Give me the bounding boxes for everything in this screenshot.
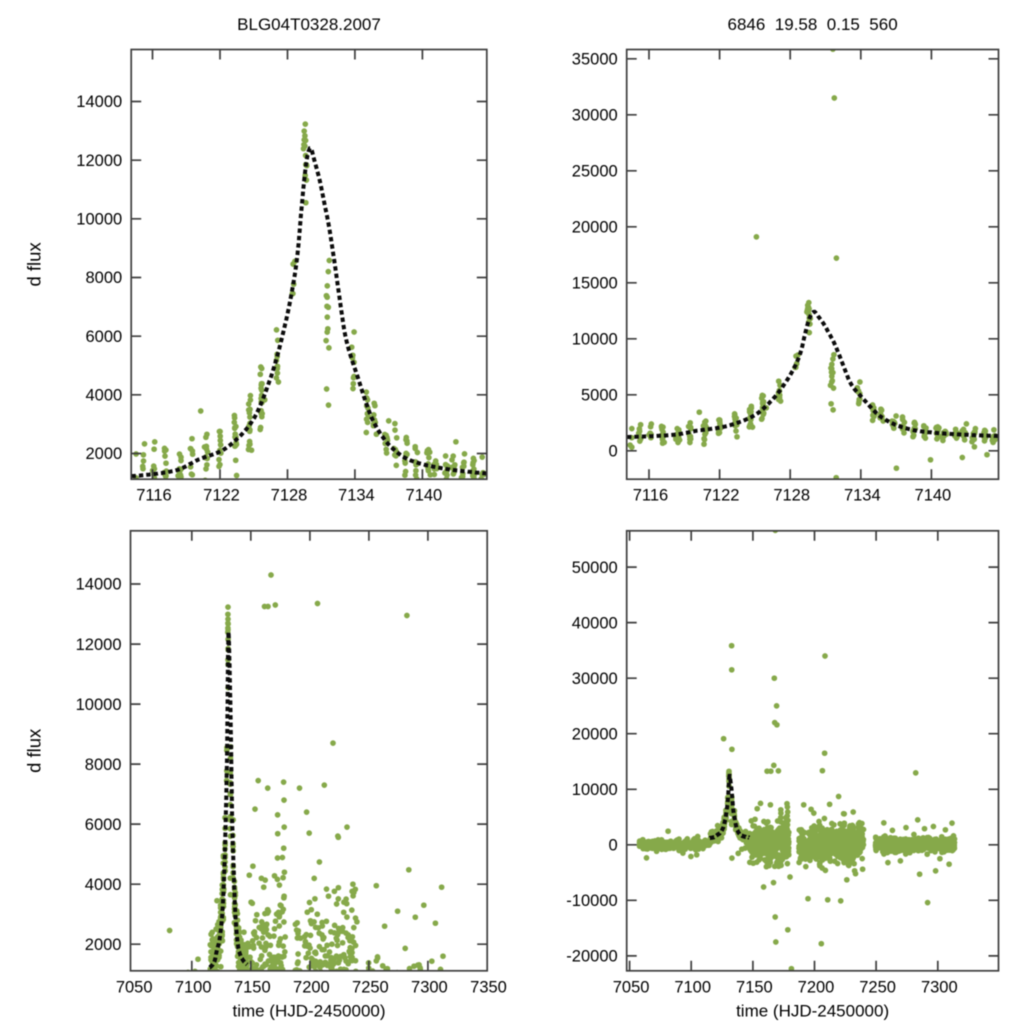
svg-text:BLG04T0328.2007: BLG04T0328.2007 bbox=[237, 15, 381, 34]
svg-text:7116: 7116 bbox=[136, 487, 171, 505]
svg-text:0: 0 bbox=[609, 443, 618, 461]
svg-text:7134: 7134 bbox=[338, 487, 375, 505]
svg-text:35000: 35000 bbox=[572, 51, 618, 69]
svg-text:12000: 12000 bbox=[76, 152, 122, 170]
svg-text:30000: 30000 bbox=[572, 107, 618, 125]
svg-text:time (HJD-2450000): time (HJD-2450000) bbox=[232, 1002, 385, 1021]
svg-text:30000: 30000 bbox=[572, 670, 618, 688]
svg-text:4000: 4000 bbox=[85, 876, 122, 894]
svg-text:12000: 12000 bbox=[76, 636, 122, 654]
svg-text:8000: 8000 bbox=[85, 756, 122, 774]
svg-text:10000: 10000 bbox=[76, 696, 122, 714]
svg-text:7050: 7050 bbox=[613, 978, 650, 996]
svg-text:7150: 7150 bbox=[234, 978, 271, 996]
svg-text:7116: 7116 bbox=[633, 487, 668, 505]
svg-text:7128: 7128 bbox=[773, 487, 810, 505]
svg-text:7250: 7250 bbox=[352, 978, 389, 996]
svg-text:7140: 7140 bbox=[915, 487, 952, 505]
svg-text:20000: 20000 bbox=[572, 219, 618, 237]
svg-text:7100: 7100 bbox=[674, 978, 711, 996]
svg-text:6846 19.58 0.15 560: 6846 19.58 0.15 560 bbox=[728, 15, 898, 34]
svg-text:2000: 2000 bbox=[85, 936, 122, 954]
svg-text:7134: 7134 bbox=[844, 487, 881, 505]
svg-text:7128: 7128 bbox=[271, 487, 308, 505]
svg-text:7150: 7150 bbox=[736, 978, 773, 996]
svg-text:14000: 14000 bbox=[76, 576, 122, 594]
svg-text:50000: 50000 bbox=[572, 559, 618, 577]
svg-text:7100: 7100 bbox=[175, 978, 212, 996]
svg-text:d flux: d flux bbox=[23, 242, 44, 287]
svg-text:25000: 25000 bbox=[572, 163, 618, 181]
svg-text:20000: 20000 bbox=[572, 725, 618, 743]
svg-text:8000: 8000 bbox=[85, 269, 122, 287]
svg-text:0: 0 bbox=[609, 837, 618, 855]
svg-text:15000: 15000 bbox=[572, 275, 618, 293]
svg-text:10000: 10000 bbox=[572, 781, 618, 799]
svg-text:2000: 2000 bbox=[85, 445, 122, 463]
svg-text:d flux: d flux bbox=[23, 728, 44, 773]
svg-text:7140: 7140 bbox=[406, 487, 443, 505]
svg-text:5000: 5000 bbox=[581, 387, 618, 405]
svg-text:7122: 7122 bbox=[203, 487, 240, 505]
svg-text:time (HJD-2450000): time (HJD-2450000) bbox=[736, 1002, 889, 1021]
svg-text:7122: 7122 bbox=[703, 487, 740, 505]
svg-text:-20000: -20000 bbox=[566, 948, 617, 966]
svg-text:7250: 7250 bbox=[859, 978, 896, 996]
svg-text:4000: 4000 bbox=[85, 387, 122, 405]
svg-text:6000: 6000 bbox=[85, 816, 122, 834]
svg-text:7350: 7350 bbox=[470, 978, 507, 996]
svg-text:40000: 40000 bbox=[572, 614, 618, 632]
svg-text:7200: 7200 bbox=[293, 978, 330, 996]
svg-text:6000: 6000 bbox=[85, 328, 122, 346]
svg-text:7200: 7200 bbox=[798, 978, 835, 996]
svg-text:7050: 7050 bbox=[116, 978, 153, 996]
svg-text:10000: 10000 bbox=[76, 211, 122, 229]
svg-text:7300: 7300 bbox=[411, 978, 448, 996]
svg-text:-10000: -10000 bbox=[566, 892, 617, 910]
svg-text:7300: 7300 bbox=[921, 978, 958, 996]
svg-text:14000: 14000 bbox=[76, 93, 122, 111]
svg-text:10000: 10000 bbox=[572, 331, 618, 349]
